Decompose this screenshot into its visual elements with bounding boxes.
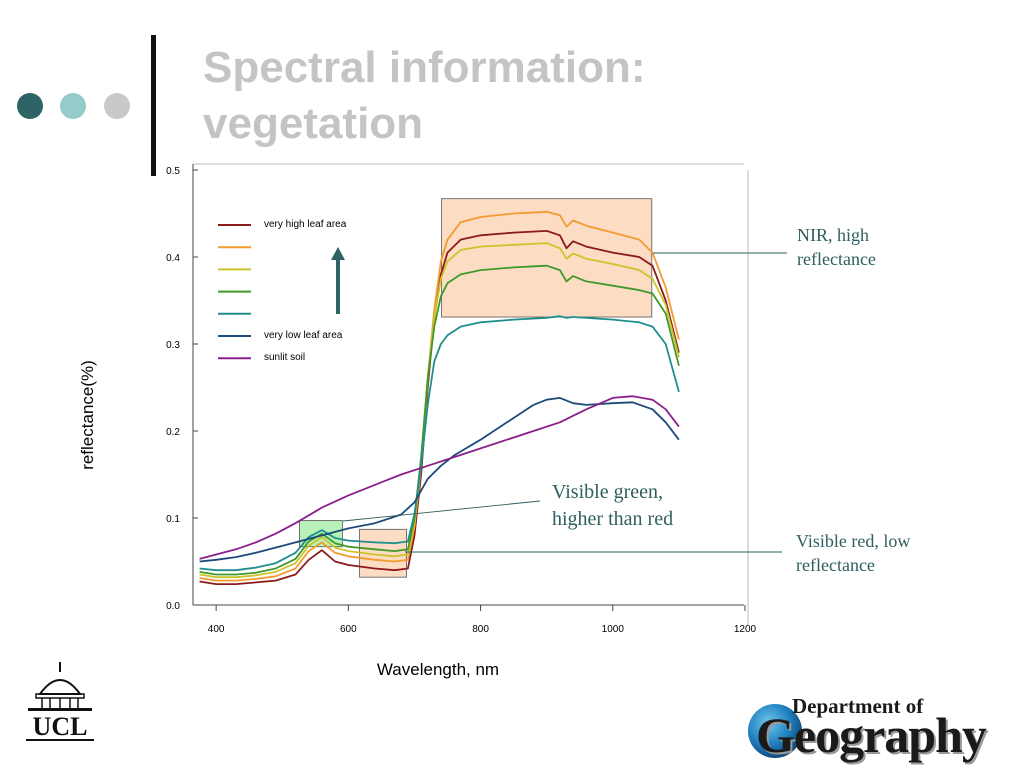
y-tick-label: 0.2 [166,427,180,438]
annotation-red-line1: Visible red, low [796,531,911,551]
y-tick-label: 0.3 [166,340,180,351]
annotation-nir-line1: NIR, high [797,225,869,245]
annotation-red: Visible red, low reflectance [796,529,910,577]
slide-dot-light [60,93,86,119]
slide-dot-grey [104,93,130,119]
legend-label: sunlit soil [264,352,305,363]
title-line-1: Spectral information: [203,43,646,92]
y-tick-label: 0.4 [166,253,180,264]
x-tick-label: 1200 [734,624,757,635]
legend-label: very high leaf area [264,219,347,230]
series-line-7 [199,395,680,560]
y-tick-label: 0.1 [166,514,180,525]
annotation-green: Visible green, higher than red [552,479,673,533]
department-logo: Department of Geography [748,690,1018,768]
series-line-5 [199,315,680,572]
annotation-green-leader [342,500,541,522]
annotation-green-line1: Visible green, [552,481,663,503]
x-tick-label: 800 [472,624,489,635]
annotation-nir-line2: reflectance [797,249,876,269]
department-logo-main: Geography [756,707,987,763]
y-tick-label: 0.5 [166,166,180,177]
highlight-box-nir [441,198,653,318]
slide-dot-dark [17,93,43,119]
annotation-red-line2: reflectance [796,555,875,575]
legend-label: very low leaf area [264,330,343,341]
annotation-nir: NIR, high reflectance [797,223,876,271]
ucl-logo: UCL [26,662,94,741]
ucl-logo-text: UCL [33,712,88,741]
department-logo-top: Department of [792,694,924,718]
globe-icon [748,704,802,758]
x-tick-label: 400 [208,624,225,635]
legend-arrow-head [331,247,345,260]
x-tick-label: 600 [340,624,357,635]
series-line-4 [199,264,680,576]
annotation-green-line2: higher than red [552,508,674,530]
slide-title: Spectral information: vegetation [203,40,646,152]
x-axis-label: Wavelength, nm [376,660,500,679]
title-line-2: vegetation [203,99,424,148]
y-tick-label: 0.0 [166,601,180,612]
series-line-6 [199,397,680,563]
title-divider [151,35,156,176]
x-tick-label: 1000 [602,624,625,635]
